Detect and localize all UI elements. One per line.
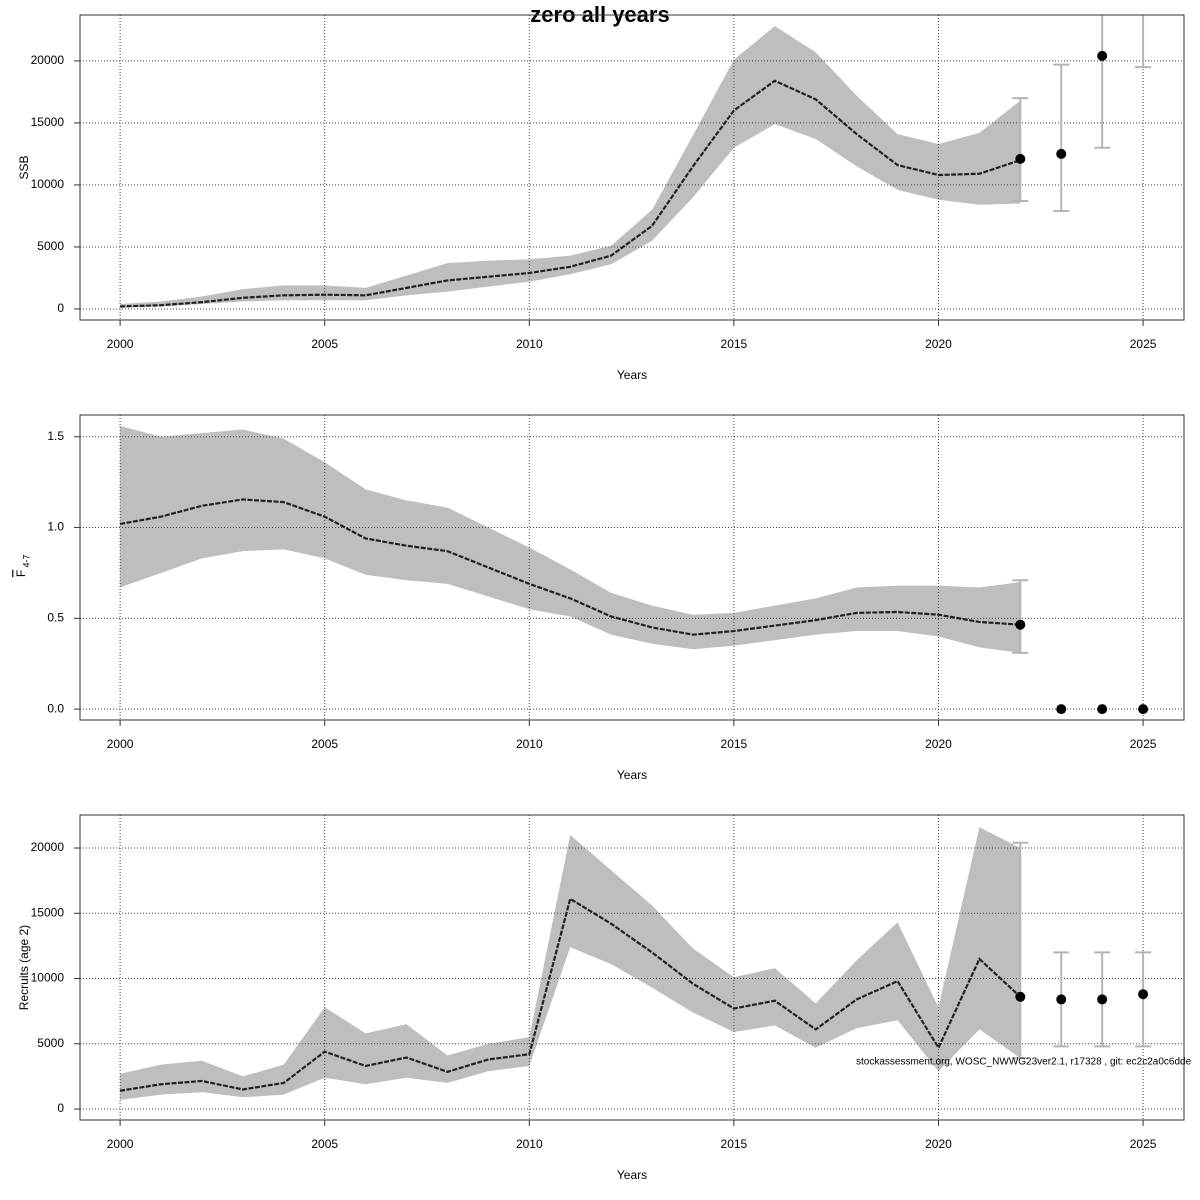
- y-tick-label: 0.0: [47, 701, 64, 715]
- x-tick-label: 2015: [721, 337, 748, 351]
- y-axis-label-subscript: 4-7: [21, 554, 31, 567]
- x-tick-label: 2005: [311, 337, 338, 351]
- x-tick-label: 2000: [107, 737, 134, 751]
- confidence-band: [120, 425, 1021, 653]
- point: [1138, 704, 1149, 715]
- point: [1015, 153, 1026, 164]
- plot-area: [80, 15, 1184, 320]
- x-tick-label: 2020: [925, 737, 952, 751]
- x-tick-label: 2025: [1130, 737, 1157, 751]
- y-tick-label: 10000: [31, 971, 65, 985]
- x-tick-label: 2025: [1130, 1137, 1157, 1151]
- chart-title: zero all years: [530, 2, 669, 27]
- y-tick-label: 20000: [31, 53, 65, 67]
- plot-area: [80, 415, 1184, 720]
- x-tick-label: 2010: [516, 337, 543, 351]
- y-axis-label: F: [14, 570, 28, 577]
- point: [1056, 994, 1067, 1005]
- plot-frame: [79, 814, 1185, 1121]
- confidence-band: [120, 26, 1021, 308]
- x-tick-label: 2020: [925, 1137, 952, 1151]
- x-tick-label: 2010: [516, 1137, 543, 1151]
- x-tick-label: 2015: [721, 737, 748, 751]
- y-tick-label: 15000: [31, 115, 65, 129]
- x-axis-label: Years: [617, 368, 647, 382]
- point: [1056, 704, 1067, 715]
- point: [1015, 991, 1026, 1002]
- point: [1138, 989, 1149, 1000]
- y-tick-label: 20000: [31, 840, 65, 854]
- x-tick-label: 2020: [925, 337, 952, 351]
- y-tick-label: 0.5: [47, 611, 64, 625]
- y-axis-label: SSB: [17, 155, 31, 179]
- x-axis-label: Years: [617, 1168, 647, 1182]
- point: [1097, 994, 1108, 1005]
- y-tick-label: 0: [57, 1101, 64, 1115]
- x-tick-label: 2025: [1130, 337, 1157, 351]
- point: [1097, 50, 1108, 61]
- estimate-line: [119, 498, 1021, 636]
- y-tick-label: 5000: [37, 239, 64, 253]
- estimate-line: [120, 79, 1021, 308]
- x-tick-label: 2010: [516, 737, 543, 751]
- annotation: stockassessment.org, WOSC_NWWG23ver2.1, …: [856, 1057, 1192, 1068]
- x-tick-label: 2000: [107, 337, 134, 351]
- y-tick-label: 1.5: [47, 429, 64, 443]
- x-tick-label: 2015: [721, 1137, 748, 1151]
- y-tick-label: 0: [57, 301, 64, 315]
- x-axis-label: Years: [617, 768, 647, 782]
- plot-area: [80, 815, 1184, 1120]
- point: [1056, 148, 1067, 159]
- y-tick-label: 10000: [31, 177, 65, 191]
- plot-frame: [79, 414, 1185, 721]
- plot-frame: [79, 14, 1185, 321]
- estimate-line: [119, 897, 1022, 1092]
- confidence-band: [120, 827, 1021, 1100]
- y-tick-label: 1.0: [47, 520, 64, 534]
- point: [1097, 704, 1108, 715]
- x-tick-label: 2000: [107, 1137, 134, 1151]
- x-tick-label: 2005: [311, 1137, 338, 1151]
- y-axis-label: Recruits (age 2): [17, 925, 31, 1010]
- x-tick-label: 2005: [311, 737, 338, 751]
- y-tick-label: 15000: [31, 905, 65, 919]
- point: [1015, 619, 1026, 630]
- y-tick-label: 5000: [37, 1036, 64, 1050]
